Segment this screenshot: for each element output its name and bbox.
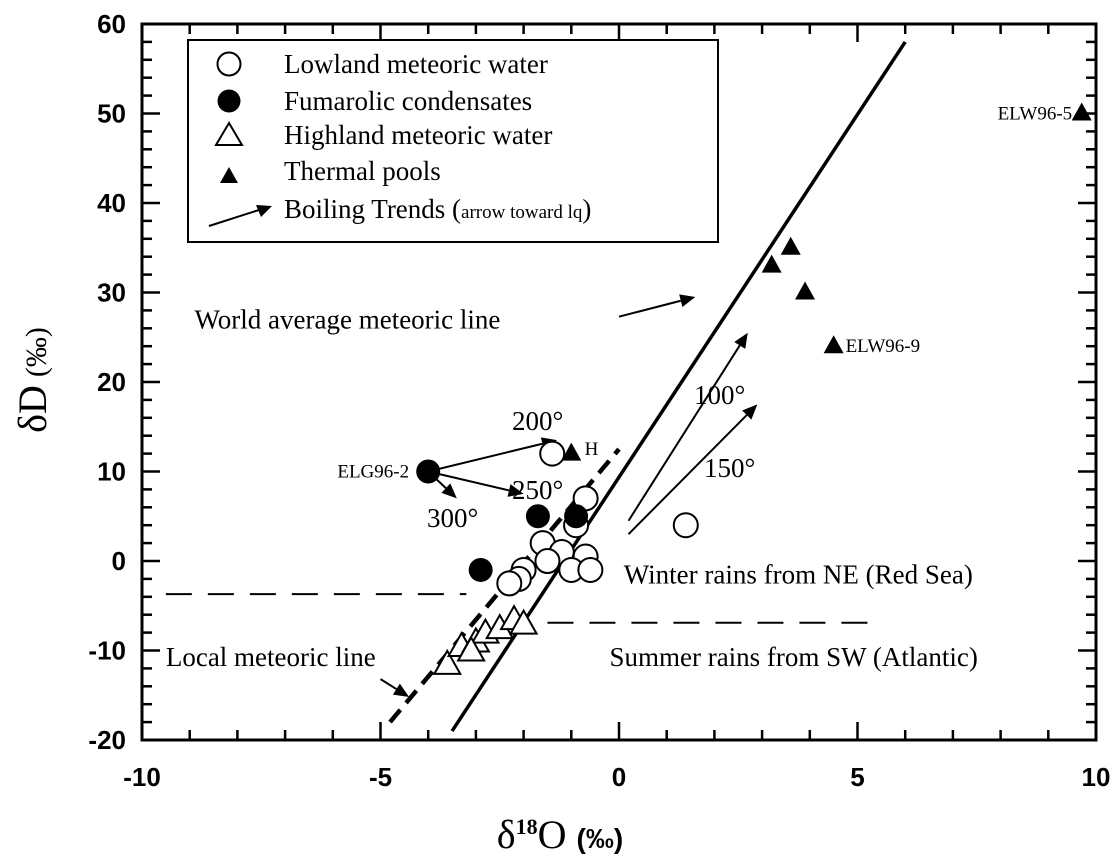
x-axis-title: δ18O (‰) [497,812,623,857]
data-points [416,102,1092,675]
point-highland-meteoric [432,648,462,675]
x-tick-label: -10 [123,762,161,792]
boiling-arrow-shaft [627,414,748,535]
point-thermal-pool [561,442,582,461]
annotation-summer-rains-from-sw-atlantic: Summer rains from SW (Atlantic) [609,642,977,672]
x-tick-label: 5 [850,762,864,792]
boiling-arrow [627,332,748,522]
legend-label-thermal: Thermal pools [284,156,441,186]
legend-marker-filled-triangle [220,167,238,183]
point-fumarolic [468,557,493,582]
annotation-elg96-2: ELG96-2 [337,462,409,483]
boiling-arrow [427,437,557,473]
y-axis-title: δD (‰) [10,327,55,433]
pointer-arrow-head [392,683,410,698]
legend-label-boiling: Boiling Trends (arrow toward lq) [284,194,591,224]
pointer-arrow-shaft [618,299,682,318]
boiling-arrow-label: 300° [427,503,478,533]
point-highland-meteoric [456,635,486,662]
y-tick-label: 30 [97,278,126,308]
y-axis-unit: (‰) [20,327,53,377]
point-lowland-meteoric [534,548,561,574]
boiling-arrow-head [441,483,457,499]
pointer-arrow-head [679,294,696,308]
annotations: 200° 250° 300° 100° 150° ELW96-5 ELW96-9 ELG96-… [166,104,1072,672]
x-axis-unit: (‰) [577,823,624,854]
legend-marker-open-circle [216,51,242,77]
pointer-arrow [618,294,696,318]
y-tick-label: 10 [97,457,126,487]
boiling-arrow-label: 200° [512,406,563,436]
boiling-arrow-shaft [427,470,510,492]
x-axis-element: O [538,812,567,857]
legend-label-lowland: Lowland meteoric water [284,49,548,79]
point-thermal-pool [795,281,816,300]
boiling-arrow-head [742,404,758,420]
boiling-arrow-label: 150° [704,453,755,483]
point-thermal-pool [780,236,801,255]
legend-marker-open-triangle [214,121,244,146]
annotation-winter-rains-from-ne-red-sea: Winter rains from NE (Red Sea) [624,559,973,589]
svg-text:δ18O(‰): δ18O (‰) [497,812,623,857]
legend-marker-filled-circle [217,89,241,113]
boiling-arrow-label: 100° [694,380,745,410]
point-thermal-pool [1071,102,1092,121]
legend-label-fumarolic: Fumarolic condensates [284,86,532,116]
point-lowland-meteoric [672,512,699,539]
point-thermal-pool [823,335,844,354]
legend-label-boiling-main: Boiling Trends ( [284,194,461,224]
svg-text:δD(‰): δD (‰) [10,327,55,433]
point-highland-meteoric [508,608,539,635]
x-tick-label: -5 [369,762,392,792]
legend-label-highland: Highland meteoric water [284,120,552,150]
y-tick-label: -20 [88,725,126,755]
boiling-arrow-head [507,484,524,497]
point-fumarolic [525,504,550,529]
y-tick-label: 0 [112,546,126,576]
boiling-arrow [427,470,524,497]
legend-label-boiling-end: ) [582,194,591,224]
y-tick-label: 50 [97,99,126,129]
boiling-arrow-head [734,332,748,349]
annotation-elw96-9: ELW96-9 [846,336,921,357]
boiling-arrow-shaft [427,442,543,473]
y-tick-label: 60 [97,9,126,39]
y-tick-label: 40 [97,188,126,218]
annotation-local-meteoric-line: Local meteoric line [166,642,376,672]
annotation-h: H [585,439,599,460]
annotation-elw96-5: ELW96-5 [998,104,1073,125]
boiling-trend-arrows [379,294,758,698]
y-tick-label: -10 [88,636,126,666]
point-thermal-pool [761,254,782,273]
x-tick-label: 10 [1082,762,1111,792]
annotation-world-average-meteoric-line: World average meteoric line [194,304,500,334]
legend: Lowland meteoric water Fumarolic condens… [187,39,719,243]
y-axis-element: D [10,385,55,414]
legend-marker-arrow [208,205,272,227]
pointer-arrow [379,678,410,698]
pointer-arrow-shaft [379,678,397,690]
legend-box [187,39,719,243]
point-fumarolic [416,459,441,484]
legend-label-boiling-small: arrow toward lq [461,202,583,223]
boiling-arrow-shaft [627,344,741,522]
x-axis-delta: δ [497,812,516,857]
tick-labels: -10 -5 0 5 10 60 50 40 30 20 10 0 -10 -20 [88,9,1110,792]
y-axis-delta: δ [10,414,55,433]
x-tick-label: 0 [612,762,626,792]
point-lowland-meteoric [577,556,604,583]
point-lowland-meteoric [496,570,523,597]
x-axis-superscript: 18 [516,814,538,839]
axis-ticks [140,22,1098,742]
y-tick-label: 20 [97,367,126,397]
boiling-arrow [627,404,758,535]
point-fumarolic [564,504,589,529]
point-lowland-meteoric [539,440,566,467]
boiling-arrow-label: 250° [512,475,563,505]
